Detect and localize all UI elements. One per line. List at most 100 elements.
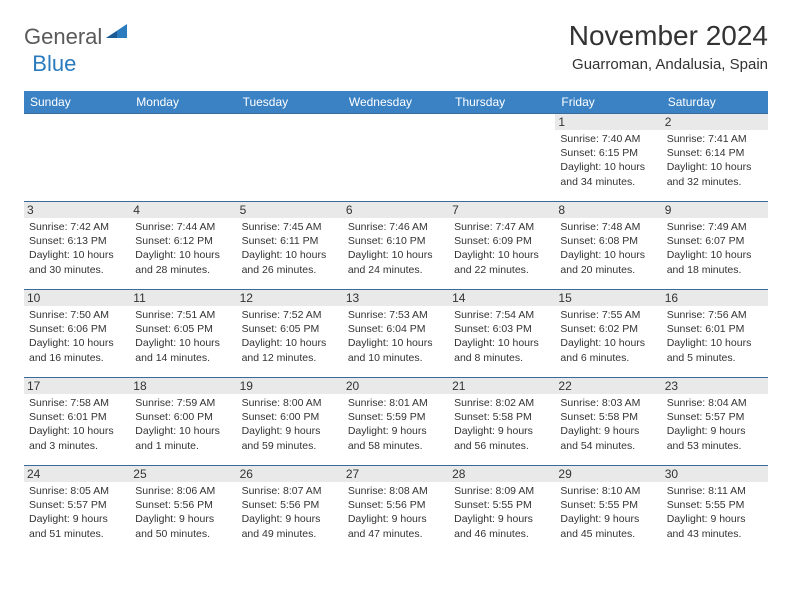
day-cell: 1Sunrise: 7:40 AMSunset: 6:15 PMDaylight… bbox=[555, 114, 661, 202]
day-cell: 10 Sunrise: 7:50 AMSunset: 6:06 PMDayligh… bbox=[24, 290, 130, 378]
day-info: Sunrise: 8:05 AMSunset: 5:57 PMDaylight:… bbox=[29, 484, 125, 541]
day-header-row: Sunday Monday Tuesday Wednesday Thursday… bbox=[24, 91, 768, 114]
day-cell: 21 Sunrise: 8:02 AMSunset: 5:58 PMDayligh… bbox=[449, 378, 555, 466]
day-number: 9 bbox=[662, 202, 768, 218]
day-number: 4 bbox=[130, 202, 236, 218]
day-cell: 25 Sunrise: 8:06 AMSunset: 5:56 PMDayligh… bbox=[130, 466, 236, 554]
day-number: 30 bbox=[662, 466, 768, 482]
week-row: 3 Sunrise: 7:42 AMSunset: 6:13 PMDaylight… bbox=[24, 202, 768, 290]
calendar-page: General November 2024 Guarroman, Andalus… bbox=[0, 0, 792, 574]
day-info: Sunrise: 8:04 AMSunset: 5:57 PMDaylight:… bbox=[667, 396, 763, 453]
day-number: 3 bbox=[24, 202, 130, 218]
day-cell bbox=[449, 114, 555, 202]
day-info: Sunrise: 8:01 AMSunset: 5:59 PMDaylight:… bbox=[348, 396, 444, 453]
day-number: 2 bbox=[662, 114, 768, 130]
day-cell: 17 Sunrise: 7:58 AMSunset: 6:01 PMDayligh… bbox=[24, 378, 130, 466]
day-cell: 2 Sunrise: 7:41 AMSunset: 6:14 PMDaylight… bbox=[662, 114, 768, 202]
day-header-thu: Thursday bbox=[449, 91, 555, 114]
day-number: 20 bbox=[343, 378, 449, 394]
day-number: 12 bbox=[237, 290, 343, 306]
day-info: Sunrise: 8:00 AMSunset: 6:00 PMDaylight:… bbox=[242, 396, 338, 453]
day-number: 17 bbox=[24, 378, 130, 394]
day-number: 7 bbox=[449, 202, 555, 218]
day-number: 21 bbox=[449, 378, 555, 394]
day-cell: 16 Sunrise: 7:56 AMSunset: 6:01 PMDayligh… bbox=[662, 290, 768, 378]
day-cell: 11 Sunrise: 7:51 AMSunset: 6:05 PMDayligh… bbox=[130, 290, 236, 378]
day-info: Sunrise: 7:48 AMSunset: 6:08 PMDaylight:… bbox=[560, 220, 656, 277]
day-cell: 18 Sunrise: 7:59 AMSunset: 6:00 PMDayligh… bbox=[130, 378, 236, 466]
day-info: Sunrise: 8:10 AMSunset: 5:55 PMDaylight:… bbox=[560, 484, 656, 541]
day-info: Sunrise: 7:45 AMSunset: 6:11 PMDaylight:… bbox=[242, 220, 338, 277]
day-info: Sunrise: 8:03 AMSunset: 5:58 PMDaylight:… bbox=[560, 396, 656, 453]
day-number: 18 bbox=[130, 378, 236, 394]
day-number: 26 bbox=[237, 466, 343, 482]
day-info: Sunrise: 7:42 AMSunset: 6:13 PMDaylight:… bbox=[29, 220, 125, 277]
day-cell: 23Sunrise: 8:04 AMSunset: 5:57 PMDayligh… bbox=[662, 378, 768, 466]
day-number: 5 bbox=[237, 202, 343, 218]
day-info: Sunrise: 7:52 AMSunset: 6:05 PMDaylight:… bbox=[242, 308, 338, 365]
day-cell: 13Sunrise: 7:53 AMSunset: 6:04 PMDayligh… bbox=[343, 290, 449, 378]
day-cell: 5 Sunrise: 7:45 AMSunset: 6:11 PMDaylight… bbox=[237, 202, 343, 290]
day-info: Sunrise: 7:47 AMSunset: 6:09 PMDaylight:… bbox=[454, 220, 550, 277]
day-info: Sunrise: 7:53 AMSunset: 6:04 PMDaylight:… bbox=[348, 308, 444, 365]
day-number: 14 bbox=[449, 290, 555, 306]
day-cell: 4 Sunrise: 7:44 AMSunset: 6:12 PMDaylight… bbox=[130, 202, 236, 290]
day-info: Sunrise: 8:02 AMSunset: 5:58 PMDaylight:… bbox=[454, 396, 550, 453]
day-cell: 26Sunrise: 8:07 AMSunset: 5:56 PMDayligh… bbox=[237, 466, 343, 554]
day-info: Sunrise: 8:08 AMSunset: 5:56 PMDaylight:… bbox=[348, 484, 444, 541]
logo-text-blue: Blue bbox=[32, 51, 76, 77]
day-cell bbox=[24, 114, 130, 202]
day-info: Sunrise: 7:56 AMSunset: 6:01 PMDaylight:… bbox=[667, 308, 763, 365]
day-cell bbox=[130, 114, 236, 202]
day-cell: 6 Sunrise: 7:46 AMSunset: 6:10 PMDaylight… bbox=[343, 202, 449, 290]
day-info: Sunrise: 7:46 AMSunset: 6:10 PMDaylight:… bbox=[348, 220, 444, 277]
month-title: November 2024 bbox=[569, 20, 768, 52]
day-cell: 14Sunrise: 7:54 AMSunset: 6:03 PMDayligh… bbox=[449, 290, 555, 378]
logo: General bbox=[24, 24, 130, 50]
day-number: 15 bbox=[555, 290, 661, 306]
day-header-mon: Monday bbox=[130, 91, 236, 114]
day-number: 11 bbox=[130, 290, 236, 306]
day-cell: 28Sunrise: 8:09 AMSunset: 5:55 PMDayligh… bbox=[449, 466, 555, 554]
day-number: 6 bbox=[343, 202, 449, 218]
title-block: November 2024 Guarroman, Andalusia, Spai… bbox=[569, 20, 768, 73]
day-cell bbox=[343, 114, 449, 202]
week-row: 24 Sunrise: 8:05 AMSunset: 5:57 PMDayligh… bbox=[24, 466, 768, 554]
day-number: 10 bbox=[24, 290, 130, 306]
day-info: Sunrise: 8:11 AMSunset: 5:55 PMDaylight:… bbox=[667, 484, 763, 541]
day-number: 25 bbox=[130, 466, 236, 482]
day-cell: 27Sunrise: 8:08 AMSunset: 5:56 PMDayligh… bbox=[343, 466, 449, 554]
day-cell: 3 Sunrise: 7:42 AMSunset: 6:13 PMDaylight… bbox=[24, 202, 130, 290]
day-cell: 29 Sunrise: 8:10 AMSunset: 5:55 PMDayligh… bbox=[555, 466, 661, 554]
day-cell: 12 Sunrise: 7:52 AMSunset: 6:05 PMDayligh… bbox=[237, 290, 343, 378]
day-cell: 19Sunrise: 8:00 AMSunset: 6:00 PMDayligh… bbox=[237, 378, 343, 466]
day-info: Sunrise: 7:58 AMSunset: 6:01 PMDaylight:… bbox=[29, 396, 125, 453]
day-header-sun: Sunday bbox=[24, 91, 130, 114]
day-number: 16 bbox=[662, 290, 768, 306]
location-text: Guarroman, Andalusia, Spain bbox=[569, 56, 768, 73]
day-info: Sunrise: 7:51 AMSunset: 6:05 PMDaylight:… bbox=[135, 308, 231, 365]
day-info: Sunrise: 8:06 AMSunset: 5:56 PMDaylight:… bbox=[135, 484, 231, 541]
day-number: 28 bbox=[449, 466, 555, 482]
day-header-tue: Tuesday bbox=[237, 91, 343, 114]
logo-text-general: General bbox=[24, 24, 102, 50]
day-number: 29 bbox=[555, 466, 661, 482]
day-header-fri: Friday bbox=[555, 91, 661, 114]
day-info: Sunrise: 7:41 AMSunset: 6:14 PMDaylight:… bbox=[667, 132, 763, 189]
day-number: 22 bbox=[555, 378, 661, 394]
day-header-sat: Saturday bbox=[662, 91, 768, 114]
day-info: Sunrise: 7:44 AMSunset: 6:12 PMDaylight:… bbox=[135, 220, 231, 277]
day-number: 8 bbox=[555, 202, 661, 218]
day-info: Sunrise: 7:59 AMSunset: 6:00 PMDaylight:… bbox=[135, 396, 231, 453]
day-header-wed: Wednesday bbox=[343, 91, 449, 114]
calendar-table: Sunday Monday Tuesday Wednesday Thursday… bbox=[24, 91, 768, 554]
day-cell: 20 Sunrise: 8:01 AMSunset: 5:59 PMDayligh… bbox=[343, 378, 449, 466]
day-cell: 8 Sunrise: 7:48 AMSunset: 6:08 PMDaylight… bbox=[555, 202, 661, 290]
logo-triangle-icon bbox=[106, 23, 128, 44]
day-info: Sunrise: 7:40 AMSunset: 6:15 PMDaylight:… bbox=[560, 132, 656, 189]
day-info: Sunrise: 7:49 AMSunset: 6:07 PMDaylight:… bbox=[667, 220, 763, 277]
day-number: 24 bbox=[24, 466, 130, 482]
day-info: Sunrise: 7:50 AMSunset: 6:06 PMDaylight:… bbox=[29, 308, 125, 365]
day-cell: 24 Sunrise: 8:05 AMSunset: 5:57 PMDayligh… bbox=[24, 466, 130, 554]
day-cell: 22 Sunrise: 8:03 AMSunset: 5:58 PMDayligh… bbox=[555, 378, 661, 466]
